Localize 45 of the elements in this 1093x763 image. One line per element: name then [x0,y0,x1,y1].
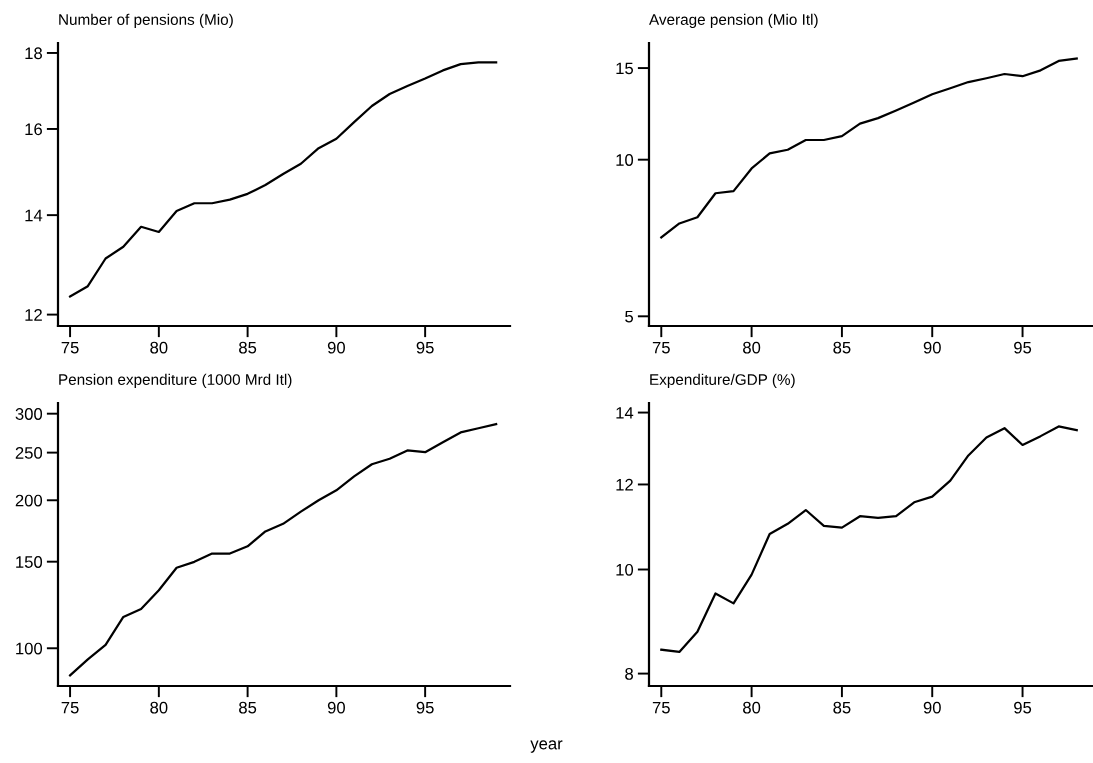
x-tick-label: 95 [1014,341,1032,354]
line-series [68,61,498,298]
y-tick-label: 300 [15,408,43,420]
line-series [660,57,1078,239]
chart-title: Pension expenditure (1000 Mrd Itl) [59,373,292,388]
x-axis-title: year [530,740,563,753]
y-tick-label: 8 [625,667,633,680]
x-tick-label: 95 [416,701,434,714]
y-tick-label: 16 [25,123,42,136]
x-tick-label: 75 [61,341,79,354]
x-tick-label: 75 [652,701,670,714]
y-tick-label: 12 [25,309,42,321]
x-tick-label: 85 [833,341,851,354]
x-tick-label: 95 [416,341,434,354]
y-tick-label: 14 [25,209,43,222]
line-series [660,425,1078,654]
y-tick-label: 18 [25,47,42,60]
x-tick-label: 90 [327,701,345,714]
x-tick-label: 80 [150,701,168,714]
x-tick-label: 85 [239,701,257,714]
x-tick-label: 80 [743,701,761,714]
y-tick-label: 10 [616,154,634,166]
x-tick-label: 80 [743,341,761,354]
y-tick-label: 15 [616,62,634,75]
chart-title: Expenditure/GDP (%) [650,373,795,388]
chart-title: Number of pensions (Mio) [59,13,233,28]
y-tick-label: 100 [16,642,43,655]
y-tick-label: 200 [15,494,43,507]
x-tick-label: 95 [1014,701,1032,714]
x-tick-label: 75 [652,341,670,354]
x-tick-label: 85 [833,701,851,714]
line-series [68,423,498,677]
y-tick-label: 5 [625,310,634,323]
chart-title: Average pension (Mio Itl) [649,13,818,28]
y-tick-label: 250 [15,447,43,459]
x-tick-label: 90 [327,341,345,354]
x-tick-label: 85 [239,341,257,354]
y-tick-label: 10 [616,563,634,576]
y-tick-label: 150 [16,556,43,568]
y-tick-label: 14 [616,407,634,419]
x-tick-label: 75 [61,701,79,714]
x-tick-label: 90 [923,341,941,354]
x-tick-label: 80 [150,341,168,354]
x-tick-label: 90 [923,701,941,714]
y-tick-label: 12 [616,478,633,491]
